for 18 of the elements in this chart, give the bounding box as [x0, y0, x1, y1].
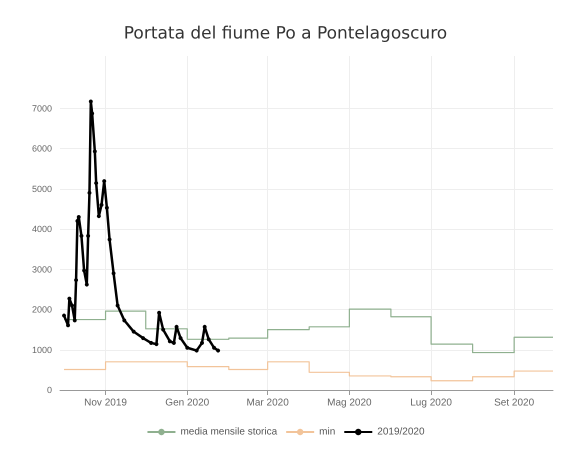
x-tick-label: Nov 2019: [84, 398, 128, 408]
x-tick-label: Mag 2020: [327, 398, 372, 408]
y-tick-label: 1000: [32, 344, 52, 355]
y-tick-label: 3000: [32, 264, 52, 274]
y-tick-label: 0: [46, 385, 52, 395]
y-tick-label: 7000: [32, 103, 52, 114]
chart-title: Portata del fiume Po a Pontelagoscuro: [124, 24, 448, 44]
legend-label: min: [319, 426, 336, 438]
x-tick-label: Lug 2020: [410, 398, 452, 408]
y-tick-label: 6000: [32, 144, 52, 154]
y-tick-label: 2000: [32, 304, 52, 315]
y-tick-label: 4000: [32, 224, 52, 234]
x-tick-label: Gen 2020: [165, 398, 210, 408]
legend-label: media mensile storica: [180, 426, 278, 438]
y-tick-label: 5000: [32, 184, 52, 194]
x-tick-label: Mar 2020: [246, 398, 290, 408]
x-tick-label: Set 2020: [494, 398, 535, 408]
legend-label: 2019/2020: [377, 426, 425, 438]
